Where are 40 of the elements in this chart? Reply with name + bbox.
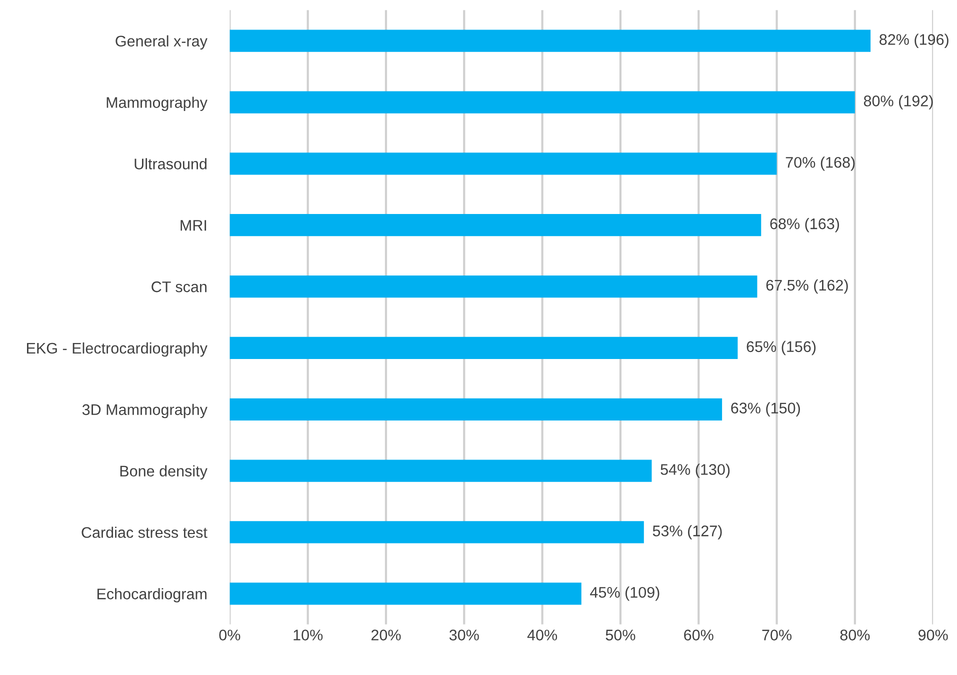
bar [230,582,582,605]
bar [230,214,762,236]
y-tick-label: 3D Mammography [82,404,208,418]
data-label: 45% (109) [590,586,660,601]
data-label: 53% (127) [652,525,722,540]
data-label: 80% (192) [864,95,933,110]
data-label: 68% (163) [770,218,840,232]
bar [230,521,644,544]
x-tick-label: 80% [840,630,870,640]
y-tick-label: CT scan [152,281,206,292]
bar [230,91,855,114]
x-tick-label: 30% [449,630,479,640]
bar [230,275,758,298]
y-tick-label: EKG - Electrocardiography [27,342,208,357]
x-tick-label: 70% [762,630,792,640]
data-label: 70% (168) [786,156,855,171]
data-label: 67.5% (162) [766,279,848,294]
bar [230,336,738,360]
x-tick-label: 50% [606,630,636,640]
x-tick-label: 60% [684,630,714,640]
data-label: 82% (196) [880,34,948,48]
y-tick-label: Cardiac stress test [82,526,208,538]
bar [230,30,871,52]
bar [230,460,652,482]
x-tick-label: 90% [918,630,948,640]
bar [230,398,722,420]
data-label: 63% (150) [731,402,800,416]
x-tick-label: 40% [527,630,558,640]
data-label: 54% (130) [660,464,730,478]
bar [230,152,777,175]
y-tick-label: Mammography [106,96,208,111]
x-tick-label: 20% [371,630,401,640]
y-tick-label: Ultrasound [134,158,206,170]
data-label: 65% (156) [746,340,816,356]
x-tick-label: 10% [294,630,323,640]
y-tick-label: General x-ray [116,35,208,50]
y-tick-label: Bone density [120,465,208,480]
y-tick-label: Echocardiogram [97,588,206,602]
y-tick-label: MRI [180,220,206,231]
x-tick-label: 0% [219,630,240,640]
